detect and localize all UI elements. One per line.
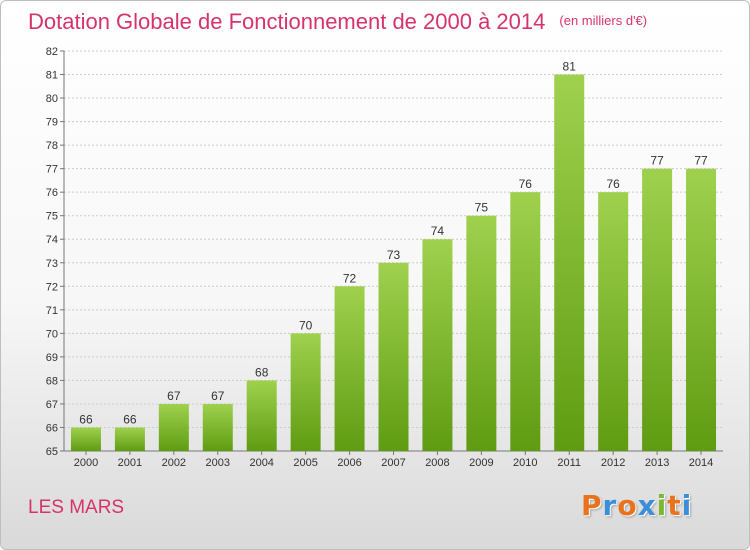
bar-2013[interactable] — [642, 168, 673, 451]
chart-title-text: Dotation Globale de Fonctionnement de 20… — [28, 9, 546, 34]
y-tick-label: 79 — [46, 117, 58, 129]
logo-letter: i — [681, 489, 693, 522]
bar-2008[interactable] — [422, 239, 453, 451]
bar-2007[interactable] — [378, 262, 409, 451]
logo-letter: r — [602, 489, 618, 522]
x-tick-label: 2010 — [513, 457, 537, 469]
bar-2012[interactable] — [598, 192, 629, 452]
chart-unit: (en milliers d'€) — [559, 13, 648, 28]
bar-value-label: 67 — [167, 389, 181, 403]
logo-letter: P — [581, 489, 603, 522]
bar-value-label: 68 — [255, 365, 269, 379]
x-tick-label: 2014 — [689, 457, 713, 469]
logo-letter: t — [667, 489, 682, 522]
bar-value-label: 73 — [387, 248, 401, 262]
bar-value-label: 67 — [211, 389, 225, 403]
bar-value-label: 76 — [519, 177, 533, 191]
y-tick-label: 71 — [46, 305, 58, 317]
bar-2011[interactable] — [554, 74, 585, 451]
bar-2000[interactable] — [70, 427, 101, 451]
y-tick-label: 77 — [46, 164, 58, 176]
bar-2001[interactable] — [114, 427, 145, 451]
bar-2004[interactable] — [246, 380, 277, 451]
bar-value-label: 74 — [431, 224, 445, 238]
bar-value-label: 77 — [650, 154, 664, 168]
bar-value-label: 75 — [475, 201, 489, 215]
x-tick-label: 2005 — [293, 457, 317, 469]
logo-letter: i — [656, 489, 668, 522]
x-tick-label: 2002 — [162, 457, 186, 469]
bar-value-label: 70 — [299, 318, 313, 332]
y-tick-label: 80 — [46, 93, 58, 105]
y-tick-label: 73 — [46, 258, 58, 270]
x-tick-label: 2012 — [601, 457, 625, 469]
bar-2010[interactable] — [510, 192, 541, 452]
x-tick-label: 2009 — [469, 457, 493, 469]
bar-value-label: 81 — [563, 60, 577, 74]
logo-letter: x — [637, 489, 657, 522]
bar-value-label: 72 — [343, 271, 357, 285]
y-tick-label: 75 — [46, 211, 58, 223]
x-tick-label: 2006 — [337, 457, 361, 469]
bar-2003[interactable] — [202, 403, 233, 451]
x-tick-label: 2000 — [74, 457, 98, 469]
logo-letter: o — [617, 489, 638, 522]
x-tick-label: 2007 — [381, 457, 405, 469]
x-tick-label: 2008 — [425, 457, 449, 469]
bar-value-label: 77 — [694, 154, 708, 168]
bar-value-label: 66 — [123, 412, 137, 426]
y-tick-label: 72 — [46, 281, 58, 293]
y-tick-label: 78 — [46, 140, 58, 152]
commune-name: LES MARS — [28, 497, 125, 518]
x-tick-label: 2011 — [557, 457, 581, 469]
chart-title: Dotation Globale de Fonctionnement de 20… — [28, 9, 647, 35]
bar-2002[interactable] — [158, 403, 189, 451]
y-tick-label: 68 — [46, 375, 58, 387]
x-tick-label: 2001 — [118, 457, 142, 469]
proxiti-logo[interactable]: Proxiti — [581, 489, 692, 522]
y-tick-label: 76 — [46, 187, 58, 199]
y-tick-label: 82 — [46, 46, 58, 58]
y-tick-label: 66 — [46, 422, 58, 434]
bar-2006[interactable] — [334, 286, 365, 451]
y-tick-label: 81 — [46, 70, 58, 82]
y-tick-label: 74 — [46, 234, 58, 246]
x-tick-label: 2004 — [249, 457, 273, 469]
bar-2014[interactable] — [686, 168, 717, 451]
bar-2009[interactable] — [466, 215, 497, 451]
bar-value-label: 76 — [606, 177, 620, 191]
x-tick-label: 2003 — [206, 457, 230, 469]
y-tick-label: 69 — [46, 352, 58, 364]
bar-2005[interactable] — [290, 333, 321, 451]
y-tick-label: 67 — [46, 399, 58, 411]
x-tick-label: 2013 — [645, 457, 669, 469]
y-tick-label: 65 — [46, 446, 58, 458]
bar-value-label: 66 — [79, 412, 93, 426]
y-tick-label: 70 — [46, 328, 58, 340]
bars: 66 66 67 67 68 70 72 73 74 75 76 81 76 77 77 — [70, 60, 717, 452]
